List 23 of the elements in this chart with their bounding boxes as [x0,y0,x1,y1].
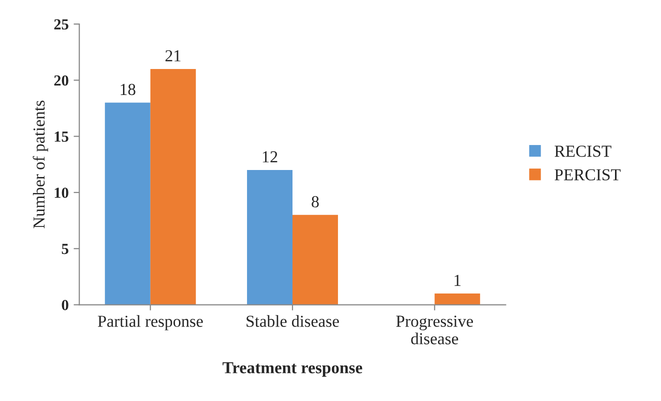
y-tick-label: 15 [54,132,68,142]
x-tick-label: Stable disease [246,315,339,327]
data-label: 1 [454,274,461,286]
x-axis-title: Treatment response [222,362,362,377]
data-label: 12 [262,151,278,162]
data-label: 8 [312,196,319,208]
data-label: 21 [166,50,180,62]
y-tick-label: 5 [62,244,68,254]
bar [104,102,150,305]
bar [434,294,480,305]
y-tick-label: 25 [54,19,68,30]
data-label: 18 [120,84,136,96]
y-axis-title: Number of patients [32,100,48,228]
y-tick-label: 0 [62,300,68,310]
x-tick-label: Partial response [98,315,203,330]
legend-label: PERCIST [554,169,621,180]
x-tick-label: Progressive disease [396,316,473,344]
y-tick-label: 20 [54,75,68,86]
bar [247,170,292,305]
bar [292,214,338,305]
bar [150,68,196,305]
legend-label: RECIST [554,146,612,157]
y-tick-label: 10 [54,188,68,198]
